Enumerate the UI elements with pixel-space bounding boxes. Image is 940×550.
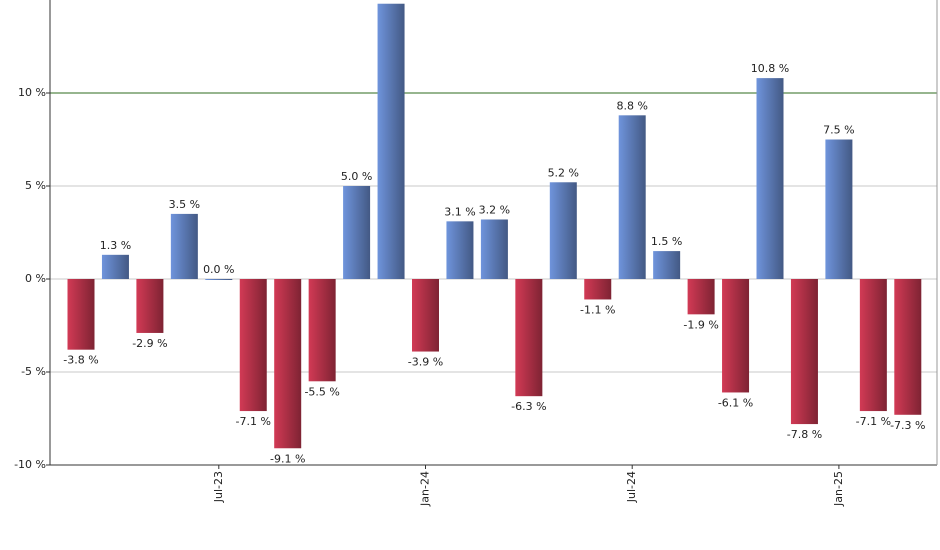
value-label: -7.8 %: [787, 428, 822, 441]
value-label: -7.3 %: [890, 419, 925, 432]
value-label: 14.8 %: [372, 0, 410, 1]
value-label: 5.0 %: [341, 170, 372, 183]
bar: [515, 279, 543, 397]
value-label: -1.1 %: [580, 303, 615, 316]
value-label: 10.8 %: [751, 62, 789, 75]
bar: [480, 219, 508, 279]
value-label: -9.1 %: [270, 452, 305, 465]
value-label: 7.5 %: [823, 124, 854, 137]
value-label: -7.1 %: [856, 415, 891, 428]
x-tick-label: Jul-24: [625, 471, 638, 503]
y-tick-label: -10 %: [14, 458, 46, 471]
bar: [722, 279, 750, 393]
value-label: -6.1 %: [718, 396, 753, 409]
bar: [377, 3, 405, 279]
bar: [274, 279, 302, 449]
bar: [446, 221, 474, 279]
value-label: 5.2 %: [548, 166, 579, 179]
value-label: -1.9 %: [683, 318, 718, 331]
value-label: 3.1 %: [444, 205, 475, 218]
bar: [756, 78, 784, 280]
bar: [136, 279, 164, 333]
value-label: 0.0 %: [203, 263, 234, 276]
y-tick-label: 0 %: [25, 272, 46, 285]
bar: [549, 182, 577, 279]
bar: [825, 139, 853, 279]
value-label: 3.2 %: [479, 203, 510, 216]
bar: [170, 213, 198, 279]
value-label: -6.3 %: [511, 400, 546, 413]
bar: [308, 279, 336, 382]
y-tick-label: 5 %: [25, 179, 46, 192]
value-label: 1.3 %: [100, 239, 131, 252]
value-label: -5.5 %: [304, 385, 339, 398]
value-label: 1.5 %: [651, 235, 682, 248]
bar: [343, 186, 371, 279]
bar: [687, 279, 715, 315]
bar: [894, 279, 922, 415]
bar: [239, 279, 267, 412]
value-label: 8.8 %: [616, 99, 647, 112]
y-tick-label: -5 %: [21, 365, 46, 378]
x-tick-label: Jan-24: [419, 471, 432, 507]
bar: [205, 279, 233, 280]
value-label: -7.1 %: [236, 415, 271, 428]
x-tick-label: Jan-25: [832, 471, 845, 507]
bar: [67, 279, 95, 350]
bar: [859, 279, 887, 412]
value-label: 3.5 %: [169, 198, 200, 211]
bar: [790, 279, 818, 425]
bar: [584, 279, 612, 300]
value-label: -3.8 %: [63, 354, 98, 367]
x-tick-label: Jul-23: [212, 471, 225, 503]
bar: [653, 251, 681, 279]
bar: [101, 254, 129, 279]
value-label: -3.9 %: [408, 356, 443, 369]
bar: [618, 115, 646, 279]
y-tick-label: 10 %: [18, 86, 46, 99]
bar: [412, 279, 439, 352]
value-label: -2.9 %: [132, 337, 167, 350]
